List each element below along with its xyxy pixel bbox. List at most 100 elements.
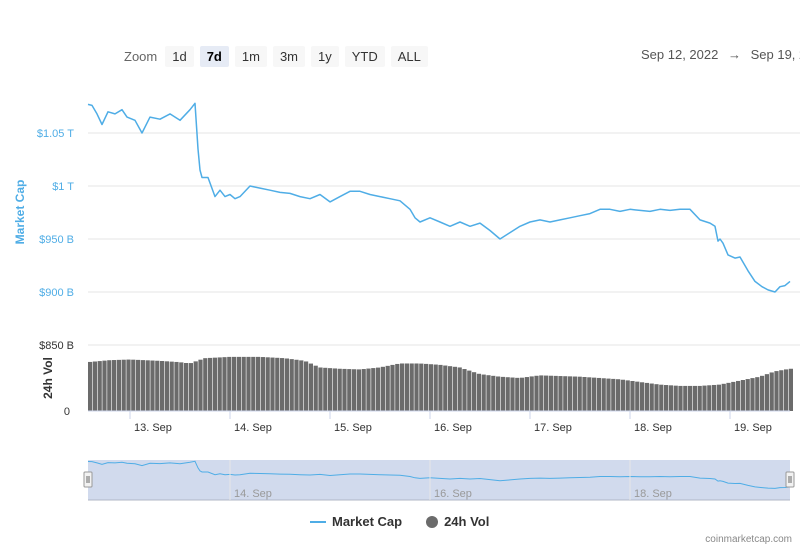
y-axis-title-market-cap: Market Cap [13, 180, 27, 245]
volume-bar [438, 364, 443, 411]
zoom-1m-button[interactable]: 1m [234, 45, 267, 67]
zoom-3m-button[interactable]: 3m [272, 45, 305, 67]
volume-bar [385, 365, 390, 411]
navigator-window[interactable] [88, 460, 790, 500]
volume-bar [184, 363, 189, 411]
navigator-handle-right[interactable] [785, 471, 795, 488]
volume-bar [640, 382, 645, 411]
volume-bar [232, 356, 237, 411]
arrow-icon: → [727, 47, 741, 62]
volume-bar [457, 367, 462, 411]
volume-bar [520, 377, 525, 411]
volume-bar [395, 363, 400, 411]
volume-bar [596, 377, 601, 411]
volume-bar [688, 385, 693, 411]
volume-bar [755, 377, 760, 411]
volume-bar [601, 378, 606, 411]
volume-bar [659, 384, 664, 411]
volume-bar [472, 372, 477, 411]
volume-bar [107, 360, 112, 411]
volume-bar [227, 356, 232, 411]
market-cap-line [87, 102, 791, 293]
x-tick-label: 19. Sep [734, 422, 772, 434]
y-tick-label: $950 B [39, 234, 74, 246]
zoom-1d-button[interactable]: 1d [165, 45, 194, 67]
x-tick-label: 14. Sep [234, 422, 272, 434]
volume-bar [486, 375, 491, 411]
y-tick-label: $1 T [52, 181, 74, 193]
volume-bar [352, 369, 357, 411]
volume-bar [428, 364, 433, 411]
volume-bar [376, 367, 381, 411]
x-tick-label: 18. Sep [634, 422, 672, 434]
volume-bar [140, 360, 145, 411]
legend-volume[interactable]: 24h Vol [426, 514, 489, 529]
volume-bar [611, 378, 616, 411]
volume-bar [256, 356, 261, 411]
volume-bar [788, 368, 793, 411]
volume-bar [203, 358, 208, 411]
navigator-series [87, 460, 791, 489]
volume-bar [208, 357, 213, 411]
volume-bar [116, 359, 121, 411]
volume-bar [390, 364, 395, 411]
volume-bar [414, 363, 419, 411]
volume-bar [529, 376, 534, 411]
volume-bar [284, 358, 289, 411]
zoom-1y-button[interactable]: 1y [311, 45, 339, 67]
volume-bar [236, 356, 241, 411]
volume-bar [630, 381, 635, 411]
volume-bar [740, 380, 745, 411]
volume-bar [500, 376, 505, 411]
volume-bar [505, 377, 510, 411]
volume-bar [409, 363, 414, 411]
volume-bar [126, 359, 131, 411]
x-tick-label: 17. Sep [534, 422, 572, 434]
navigator-tick-label: 16. Sep [434, 488, 472, 500]
volume-bar [577, 376, 582, 411]
volume-bar [582, 376, 587, 411]
volume-bar [356, 369, 361, 411]
volume-dot-icon [426, 515, 439, 528]
credits-link[interactable]: coinmarketcap.com [705, 534, 792, 545]
volume-bar [424, 363, 429, 411]
volume-bar [145, 360, 150, 411]
volume-bar [102, 360, 107, 411]
volume-bar [97, 361, 102, 411]
volume-bar [678, 385, 683, 411]
zoom-all-button[interactable]: ALL [390, 45, 428, 67]
volume-bar [563, 376, 568, 411]
volume-bar [697, 385, 702, 411]
volume-bar [534, 375, 539, 411]
volume-bar [222, 357, 227, 411]
volume-bar [164, 361, 169, 411]
date-from-input[interactable]: Sep 12, 2022 [641, 47, 719, 62]
navigator-handle-left[interactable] [83, 471, 93, 488]
y-tick-label: $900 B [39, 287, 74, 299]
x-tick-label: 13. Sep [134, 422, 172, 434]
volume-bar [784, 369, 789, 411]
volume-bar [136, 359, 141, 411]
volume-bar [568, 376, 573, 411]
volume-bar [304, 361, 309, 411]
volume-bar [275, 357, 280, 411]
date-to-input[interactable]: Sep 19, 2022 [750, 47, 800, 62]
legend-market-cap[interactable]: Market Cap [310, 514, 402, 529]
volume-bar [572, 376, 577, 411]
volume-bar [251, 356, 256, 411]
legend-volume-label: 24h Vol [444, 514, 490, 529]
volume-bar [467, 370, 472, 411]
volume-bar [476, 373, 481, 411]
legend: Market Cap 24h Vol [310, 514, 513, 529]
volume-bar [433, 364, 438, 411]
volume-tick-label: 0 [64, 406, 70, 418]
volume-bar [150, 360, 155, 411]
zoom-ytd-button[interactable]: YTD [344, 45, 385, 67]
volume-bar [548, 375, 553, 411]
volume-bar [764, 374, 769, 411]
volume-bar [174, 361, 179, 411]
volume-bar [155, 360, 160, 411]
zoom-7d-button[interactable]: 7d [199, 45, 229, 67]
date-range: Sep 12, 2022 → Sep 19, 2022 [641, 47, 800, 62]
